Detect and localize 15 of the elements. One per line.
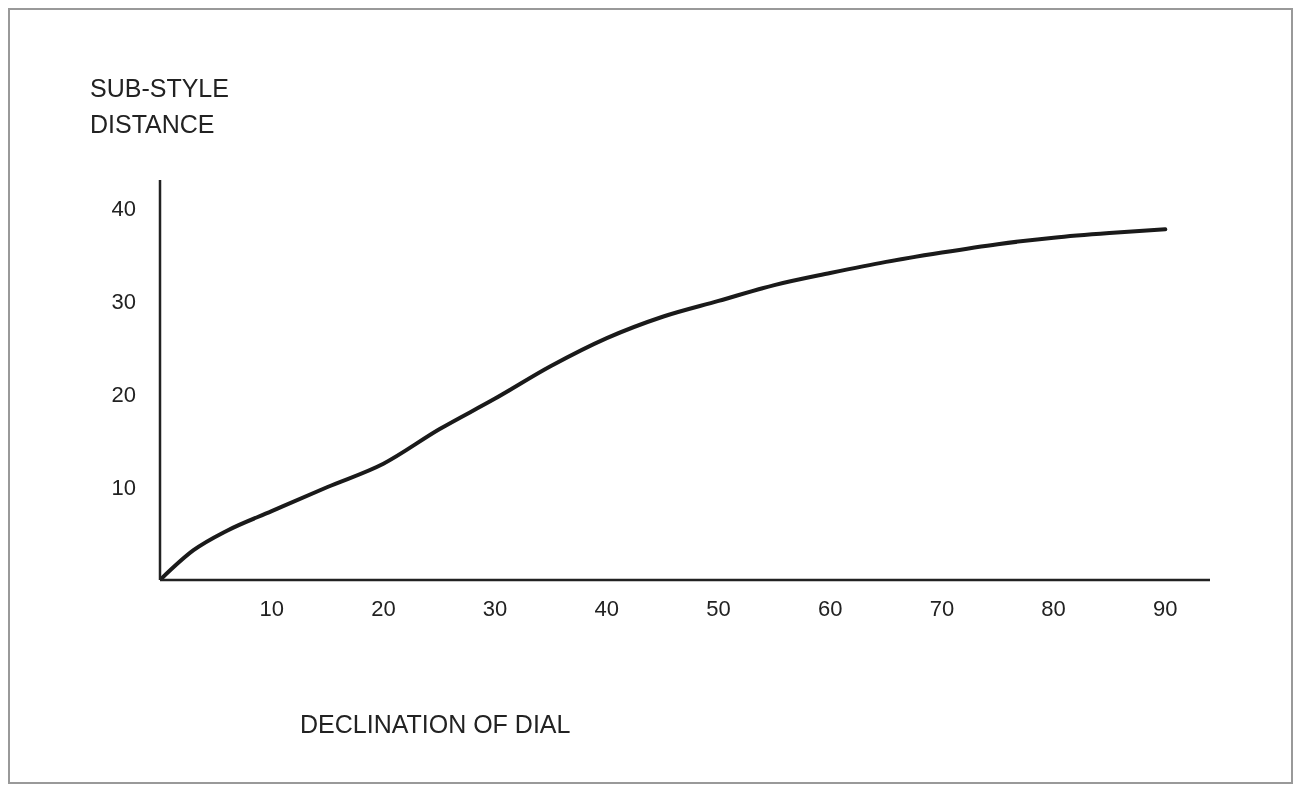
y-tick-label: 10 (111, 474, 136, 500)
y-axis-title: SUB-STYLE DISTANCE (90, 73, 229, 140)
x-tick-label: 90 (1153, 595, 1178, 621)
x-tick-label: 50 (706, 595, 731, 621)
y-tick-label: 40 (111, 195, 136, 221)
x-tick-label: 20 (371, 595, 396, 621)
x-tick-label: 10 (259, 595, 284, 621)
y-tick-label: 20 (111, 381, 136, 407)
x-tick-label: 80 (1041, 595, 1066, 621)
y-tick-label: 30 (111, 288, 136, 314)
x-tick-label: 60 (817, 595, 843, 621)
x-axis-title: DECLINATION OF DIAL (300, 710, 571, 739)
x-tick-label: 30 (482, 595, 508, 621)
x-tick-label: 70 (929, 595, 955, 621)
x-tick-label: 40 (594, 595, 620, 621)
